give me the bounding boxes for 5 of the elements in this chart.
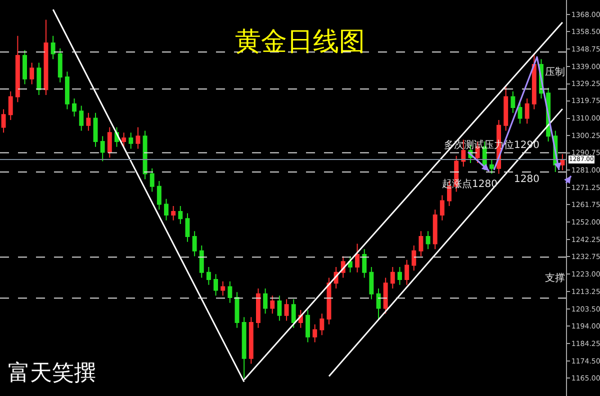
ref-line-label: 1280 bbox=[514, 174, 540, 185]
text: 黄金日线图 bbox=[235, 26, 365, 57]
annotation: 支撑 bbox=[545, 272, 565, 284]
annotation: 压制 bbox=[545, 66, 565, 78]
annotation: 富天笑撰 bbox=[8, 361, 96, 386]
